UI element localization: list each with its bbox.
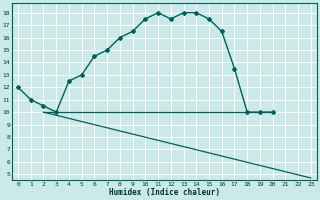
X-axis label: Humidex (Indice chaleur): Humidex (Indice chaleur) (109, 188, 220, 197)
